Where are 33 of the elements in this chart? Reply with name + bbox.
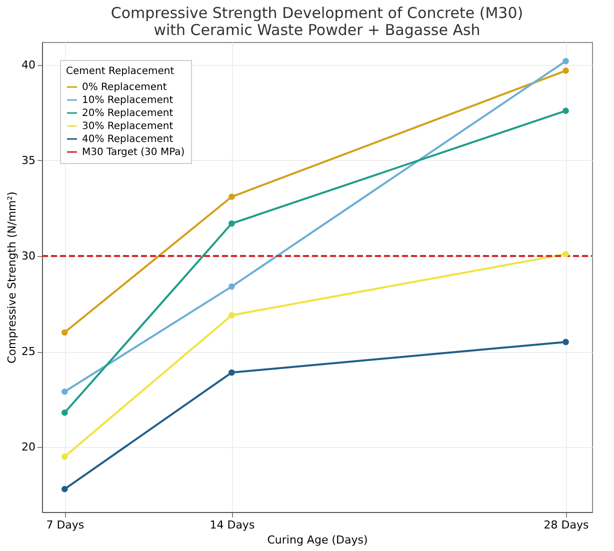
point	[228, 369, 235, 376]
point	[562, 68, 569, 74]
y-tick-label: 20	[22, 440, 36, 454]
legend-label: 10% Replacement	[82, 95, 174, 106]
point	[62, 486, 68, 492]
point	[228, 312, 235, 318]
y-tick-label: 25	[22, 345, 36, 358]
point	[562, 250, 569, 258]
point	[228, 194, 235, 200]
point	[228, 283, 235, 290]
x-tick-label: 7 Days	[46, 518, 84, 532]
y-tick-label: 40	[22, 58, 36, 72]
point	[228, 220, 235, 227]
legend-label: 30% Replacement	[82, 121, 174, 132]
point	[62, 453, 68, 460]
legend-label: 0% Replacement	[82, 82, 167, 93]
point	[62, 329, 68, 336]
y-axis-title: Compressive Strength (N/mm²)	[6, 192, 19, 364]
legend-label: 20% Replacement	[82, 108, 174, 119]
point	[562, 108, 569, 114]
legend-label: M30 Target (30 MPa)	[82, 147, 185, 158]
legend-label: 40% Replacement	[82, 134, 174, 145]
y-tick-label: 30	[22, 249, 36, 262]
point	[62, 409, 68, 416]
chart-title: Compressive Strength Development of Concrete (M30) with Ceramic Waste Powder + Bagasse Ash	[110, 4, 524, 39]
y-tick-label: 35	[22, 154, 36, 167]
point	[562, 338, 569, 346]
x-axis-title: Curing Age (Days)	[267, 534, 368, 546]
point	[562, 58, 569, 64]
x-tick-label: 28 Days	[544, 518, 589, 532]
x-tick-label: 14 Days	[210, 518, 255, 532]
legend-title: Cement Replacement	[66, 66, 174, 77]
point	[62, 388, 68, 395]
